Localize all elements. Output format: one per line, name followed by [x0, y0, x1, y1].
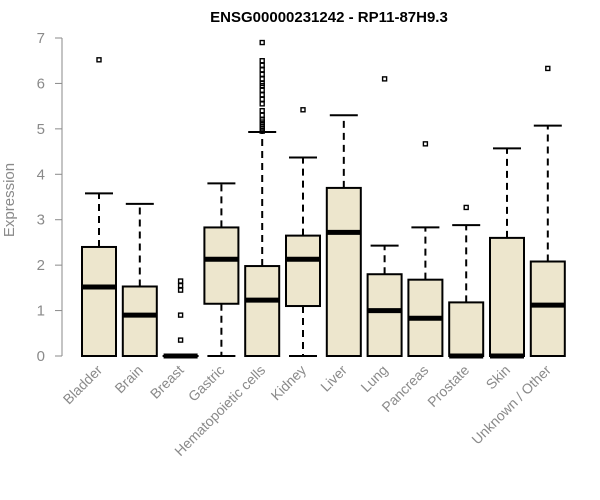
box-group	[366, 76, 403, 358]
outlier-point	[300, 107, 306, 113]
x-tick-label: Kidney	[268, 362, 310, 404]
y-ticks: 0 1 2 3 4 5 6 7	[37, 30, 62, 365]
box-group	[81, 57, 117, 358]
x-tick-label: Lung	[357, 362, 390, 395]
box-rect	[448, 301, 485, 357]
box-rect	[489, 236, 525, 357]
outlier-point	[259, 39, 265, 46]
outlier-point	[259, 76, 265, 82]
box-rect	[121, 285, 158, 358]
y-tick-label: 7	[37, 30, 45, 47]
x-tick-label: Liver	[317, 362, 350, 395]
y-tick-label: 6	[37, 75, 45, 92]
chart-title: ENSG00000231242 - RP11-87H9.3	[210, 9, 448, 26]
box-group	[407, 141, 444, 357]
box-rect	[81, 245, 117, 358]
x-tick-label: Brain	[111, 362, 145, 396]
outlier-point	[177, 282, 184, 289]
outlier-point	[259, 101, 265, 107]
outlier-point	[259, 92, 265, 98]
box-rect	[366, 273, 403, 358]
box-rect	[285, 234, 321, 308]
y-tick-label: 2	[37, 257, 45, 274]
outlier-point	[259, 87, 265, 93]
box-rect	[203, 226, 240, 305]
outlier-point	[259, 71, 265, 78]
box-group	[529, 65, 566, 358]
box-group	[244, 39, 281, 357]
outlier-point	[545, 65, 551, 72]
outlier-point	[259, 107, 265, 114]
outlier-point	[259, 58, 265, 64]
outlier-point	[96, 57, 102, 63]
x-tick-label: Skin	[483, 362, 514, 393]
outlier-point	[259, 62, 265, 68]
outlier-point	[422, 141, 429, 147]
outlier-point	[259, 96, 265, 103]
outlier-point	[381, 76, 388, 82]
box-group	[325, 114, 362, 357]
y-tick-label: 4	[37, 166, 45, 183]
outlier-point	[177, 312, 184, 318]
outlier-point	[177, 287, 184, 293]
outlier-point	[259, 67, 265, 73]
x-tick-label: Prostate	[424, 362, 472, 410]
box-group	[285, 107, 321, 357]
y-tick-label: 1	[37, 303, 45, 320]
outlier-point	[259, 112, 265, 118]
y-tick-label: 5	[37, 121, 45, 138]
y-tick-label: 0	[37, 348, 45, 365]
box-rect	[244, 265, 281, 357]
outlier-point	[177, 278, 184, 284]
box-group	[203, 182, 240, 357]
boxes	[81, 39, 566, 359]
outlier-point	[463, 204, 469, 211]
y-axis-label: Expression	[1, 163, 18, 237]
box-group	[489, 147, 525, 359]
box-group	[448, 204, 485, 359]
x-tick-label: Breast	[147, 362, 187, 402]
x-tick-label: Bladder	[60, 362, 106, 408]
box-rect	[529, 260, 566, 358]
box-rect	[325, 186, 362, 357]
box-group	[162, 278, 199, 359]
box-group	[121, 202, 158, 358]
outlier-point	[177, 337, 184, 343]
y-tick-label: 3	[37, 212, 45, 229]
